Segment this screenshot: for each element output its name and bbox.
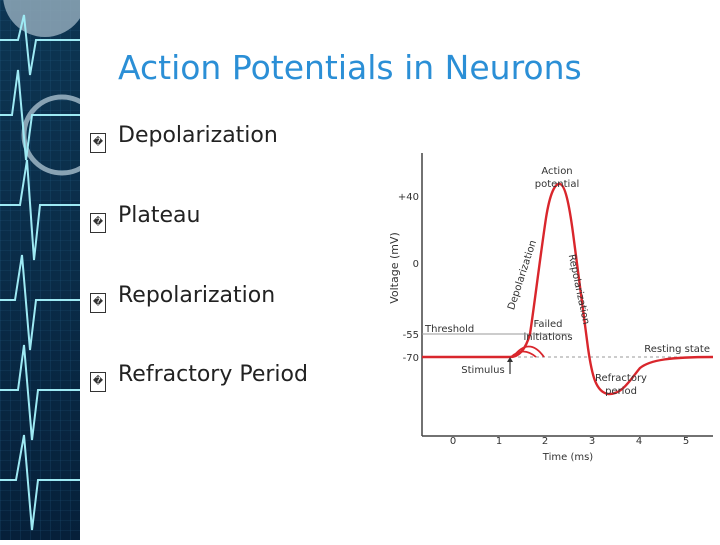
annotation-action-potential: potential: [535, 179, 579, 190]
bullet-item: � Plateau: [90, 203, 200, 233]
failed-initiation-curve: [510, 350, 537, 358]
annotation-threshold: Threshold: [424, 324, 474, 335]
annotation-resting-state: Resting state: [644, 344, 710, 355]
bullet-marker-icon: �: [90, 133, 106, 153]
annotation-repolarization: Repolarization: [566, 253, 592, 325]
bullet-marker-icon: �: [90, 293, 106, 313]
x-tick-label: 3: [589, 436, 595, 447]
sidebar-ecg-graphic: [0, 0, 103, 540]
bullet-marker-icon: �: [90, 213, 106, 233]
slide-title: Action Potentials in Neurons: [118, 48, 582, 87]
x-tick-label: 4: [636, 436, 642, 447]
x-tick-label: 1: [496, 436, 502, 447]
failed-initiation-curve: [512, 345, 545, 358]
bullet-text: Repolarization: [118, 283, 276, 308]
annotation-refractory-period: Refractory: [595, 373, 647, 384]
annotation-refractory-period: period: [605, 386, 637, 397]
bullet-text: Plateau: [118, 203, 201, 228]
bullet-marker-icon: �: [90, 372, 106, 392]
y-axis-label: Voltage (mV): [388, 232, 401, 304]
x-tick-label: 0: [450, 436, 456, 447]
stimulus-arrow-head: [507, 357, 513, 362]
decorative-sidebar: [0, 0, 103, 540]
annotation-failed-initiations: Failed: [533, 319, 562, 330]
x-tick-label: 5: [683, 436, 689, 447]
bullet-item: � Depolarization: [90, 123, 278, 153]
action-potential-trace: [422, 182, 714, 396]
annotation-failed-initiations: initiations: [523, 332, 572, 343]
y-tick-label: -70: [403, 353, 419, 364]
annotation-action-potential: Action: [541, 166, 572, 177]
x-tick-label: 2: [542, 436, 548, 447]
y-tick-label: +40: [398, 192, 419, 203]
annotation-stimulus: Stimulus: [461, 365, 504, 376]
action-potential-diagram: Voltage (mV) +40 0 -55 -70 0 1 2 3 4 5 T…: [388, 153, 714, 463]
bullet-item: � Repolarization: [90, 283, 275, 313]
y-tick-label: 0: [413, 259, 419, 270]
y-tick-label: -55: [403, 330, 419, 341]
bullet-text: Depolarization: [118, 123, 278, 148]
x-axis-label: Time (ms): [542, 452, 594, 463]
bullet-text: Refractory Period: [118, 362, 308, 387]
bullet-item: � Refractory Period: [90, 362, 308, 392]
